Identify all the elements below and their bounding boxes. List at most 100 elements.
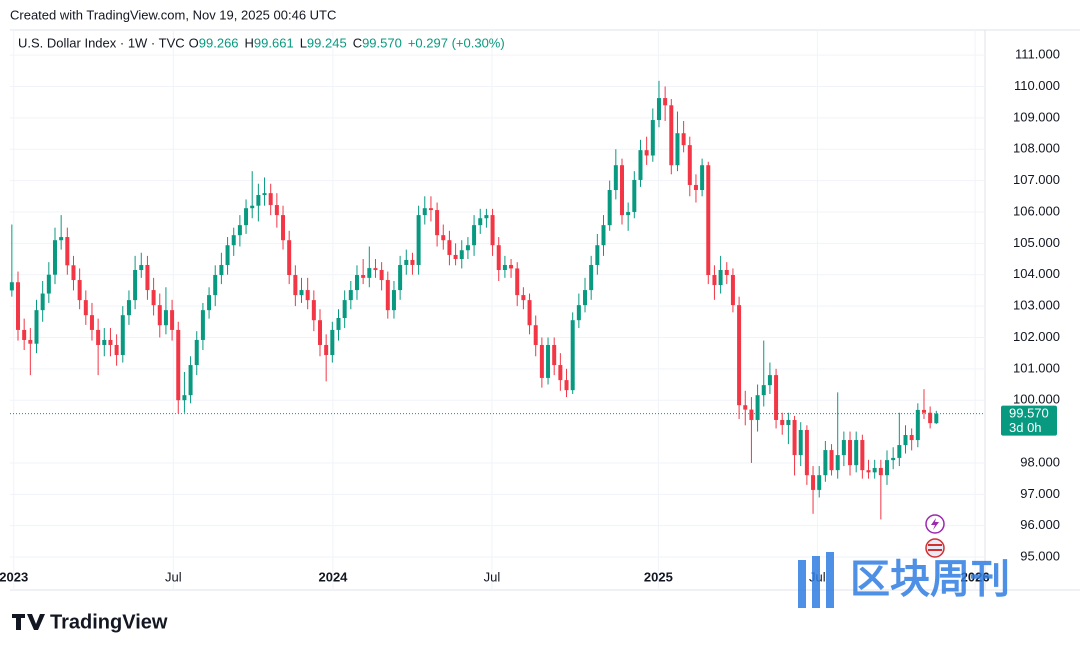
y-tick-label: 103.000 xyxy=(1013,298,1060,313)
watermark-logo: 区块周刊 xyxy=(798,552,1010,608)
y-tick-label: 111.000 xyxy=(1015,47,1060,62)
overlay: U.S. Dollar Index · 1W · TVC O 99.266 H 99.6… xyxy=(0,35,1060,584)
legend-key: L xyxy=(300,35,307,50)
candle-body xyxy=(601,225,606,246)
y-tick-label: 97.000 xyxy=(1020,486,1060,501)
watermark-bar xyxy=(812,556,820,608)
candle-body xyxy=(379,270,384,281)
candle-body xyxy=(182,395,187,401)
candle-body xyxy=(373,268,378,270)
candle-body xyxy=(293,275,298,296)
x-tick-label: 2024 xyxy=(318,569,348,584)
candle-body xyxy=(250,205,255,209)
x-tick-label: Jul xyxy=(484,569,501,584)
candle-body xyxy=(490,215,495,246)
candle-body xyxy=(718,270,723,286)
legend-value: 99.570 xyxy=(362,35,402,50)
candle-body xyxy=(663,98,668,106)
candle-body xyxy=(675,133,680,166)
legend-key: O xyxy=(189,35,199,50)
candle-body xyxy=(669,105,674,166)
legend-key: C xyxy=(353,35,362,50)
candle-body xyxy=(40,293,45,311)
y-tick-label: 109.000 xyxy=(1013,109,1060,124)
candles xyxy=(9,80,939,520)
candle-body xyxy=(755,395,760,420)
legend-title: U.S. Dollar Index · 1W · TVC xyxy=(18,35,185,50)
candle-body xyxy=(817,475,822,490)
candle-body xyxy=(244,208,249,226)
candle-body xyxy=(792,419,797,456)
brand-mark xyxy=(12,614,45,630)
brand-name: TradingView xyxy=(50,611,168,633)
candle-body xyxy=(465,245,470,251)
y-tick-label: 106.000 xyxy=(1013,203,1060,218)
candle-body xyxy=(435,210,440,236)
candle-body xyxy=(798,430,803,456)
x-tick-label: 2026 xyxy=(961,569,990,584)
candle-body xyxy=(860,440,865,471)
flag-icon[interactable] xyxy=(925,538,945,558)
candle-body xyxy=(385,280,390,311)
candle-body xyxy=(441,235,446,241)
watermark-text: 区块周刊 xyxy=(850,558,1010,602)
candle-body xyxy=(804,430,809,476)
candle-body xyxy=(638,150,643,180)
candle-body xyxy=(595,245,600,265)
candle-body xyxy=(287,240,292,276)
y-tick-label: 101.000 xyxy=(1013,360,1060,375)
candle-body xyxy=(71,265,76,281)
x-tick-label: 2025 xyxy=(644,569,673,584)
candle-body xyxy=(546,344,551,378)
candle-body xyxy=(404,259,409,265)
candle-body xyxy=(114,344,119,356)
candle-body xyxy=(133,270,138,301)
y-tick-label: 110.000 xyxy=(1014,78,1060,93)
candle-body xyxy=(59,237,64,241)
candle-body xyxy=(743,405,748,410)
candle-body xyxy=(730,275,735,306)
candle-body xyxy=(897,445,902,458)
candle-body xyxy=(96,329,101,345)
candle-body xyxy=(891,457,896,461)
candle-body xyxy=(564,380,569,391)
candle-body xyxy=(552,344,557,366)
y-tick-label: 108.000 xyxy=(1013,141,1060,156)
candle-body xyxy=(299,290,304,296)
candle-body xyxy=(46,274,51,294)
candle-body xyxy=(268,193,273,206)
candle-body xyxy=(841,440,846,456)
candle-body xyxy=(823,450,828,476)
candle-body xyxy=(878,467,883,476)
candle-body xyxy=(583,290,588,306)
candle-body xyxy=(854,440,859,466)
candle-body xyxy=(256,195,261,206)
watermark-bar xyxy=(826,552,834,608)
candle-body xyxy=(188,365,193,396)
candle-body xyxy=(835,455,840,471)
candle-body xyxy=(367,268,372,278)
y-tick-label: 107.000 xyxy=(1013,172,1060,187)
candle-body xyxy=(533,325,538,345)
candle-body xyxy=(921,409,926,413)
candle-body xyxy=(336,318,341,330)
y-tick-label: 98.000 xyxy=(1020,454,1060,469)
candle-body xyxy=(761,385,766,396)
candle-body xyxy=(521,295,526,301)
countdown-label: 3d 0h xyxy=(1009,420,1042,435)
y-tick-label: 95.000 xyxy=(1020,548,1060,563)
brand-logo: TradingView xyxy=(12,611,168,633)
candle-body xyxy=(693,184,698,190)
candle-body xyxy=(34,310,39,344)
candle-body xyxy=(687,145,692,185)
candle-body xyxy=(558,365,563,381)
candle-body xyxy=(453,254,458,260)
candle-body xyxy=(318,320,323,345)
candle-body xyxy=(774,375,779,420)
candle-body xyxy=(102,339,107,345)
candle-body xyxy=(354,275,359,291)
candle-body xyxy=(767,375,772,386)
candle-body xyxy=(22,329,27,340)
candle-body xyxy=(194,339,199,366)
